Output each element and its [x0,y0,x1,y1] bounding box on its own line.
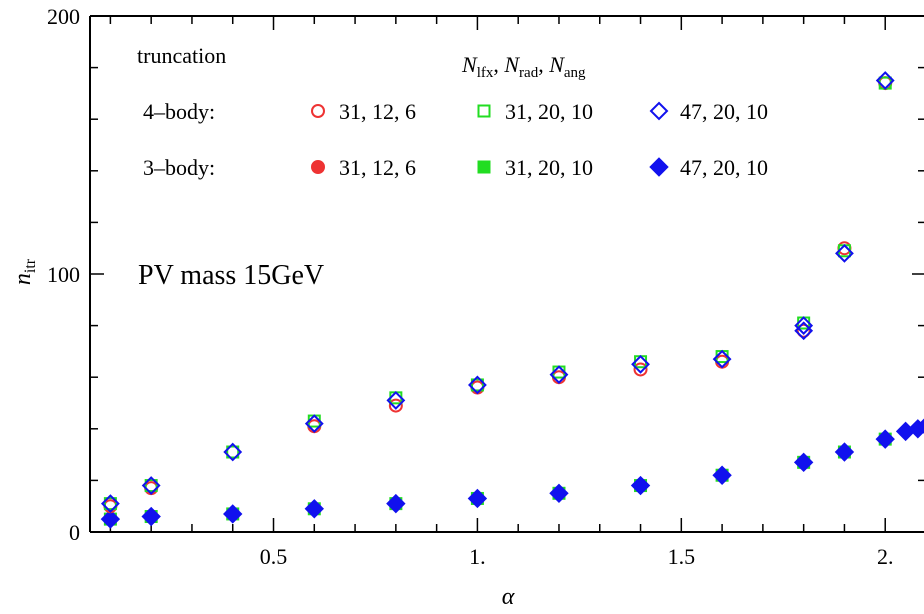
x-axis-label: α [502,584,515,610]
annotation: PV mass 15GeV [138,260,324,291]
legend-entry-3body-31-20-10: 31, 20, 10 [505,155,593,180]
data-point [103,497,117,511]
y-axis-label: nitr [10,258,39,285]
data-points [100,71,924,529]
data-point [141,506,161,527]
legend-row-label-4body: 4–body: [143,99,215,124]
series-diamond-filled [100,418,924,529]
data-point [467,488,488,509]
data-point [304,414,324,434]
legend-entry-4body-47-20-10: 47, 20, 10 [680,99,768,124]
param-symbol: N [548,52,565,77]
data-point [875,71,895,90]
param-subscript: lfx [477,65,494,81]
param-symbol: N [503,52,520,77]
series-circle-filled [103,432,893,527]
legend-marker [649,157,669,177]
x-tick-label: 1. [469,544,486,569]
legend-marker [477,104,491,118]
series-circle-open [103,76,893,514]
axis-ticks: 0.5 1. 1.5 2. 0 100 200 [47,4,924,569]
data-point [386,493,406,514]
x-tick-label: 1.5 [668,544,696,569]
series-diamond-open [100,71,895,514]
legend-entry-4body-31-20-10: 31, 20, 10 [505,99,593,124]
data-point [223,504,243,524]
legend-markers [311,101,669,177]
y-axis-label-sub: itr [22,258,39,273]
data-point [100,494,120,514]
data-point [630,475,651,496]
data-point [470,378,484,392]
data-point [916,418,924,434]
data-point [549,365,569,385]
param-subscript: rad [519,65,539,81]
y-axis-label-main: n [10,273,36,285]
x-tick-label: 2. [877,544,894,569]
data-point [468,375,487,395]
series-square-filled [103,432,892,526]
param-separator: , [538,52,549,77]
data-point [223,442,243,462]
data-point [633,362,648,377]
legend-entry-4body-31-12-6: 31, 12, 6 [339,99,416,124]
legend-marker [477,160,491,174]
data-point [100,509,121,529]
data-point [835,243,854,263]
y-tick-label: 0 [69,520,80,545]
data-point [875,429,895,449]
data-point [794,316,814,336]
legend: truncation Nlfx, Nrad, Nang 4–body: 3–bo… [137,43,768,180]
data-point [796,323,811,338]
data-point [712,349,732,369]
legend-entry-3body-31-12-6: 31, 12, 6 [339,155,416,180]
legend-marker [311,104,325,118]
data-point [712,465,732,485]
data-point [144,479,158,493]
annotation-text: PV mass 15GeV [138,260,324,291]
data-point [793,452,814,473]
legend-parameter-header: Nlfx, Nrad, Nang [461,52,586,81]
x-tick-label: 0.5 [260,544,288,569]
legend-entry-3body-47-20-10: 47, 20, 10 [680,155,768,180]
axis-labels: α nitr [10,258,515,610]
legend-truncation-header: truncation [137,43,226,68]
param-symbol: N [461,52,478,77]
param-separator: , [493,52,504,77]
legend-marker [649,101,669,121]
y-tick-label: 100 [47,262,80,287]
y-tick-label: 200 [47,4,80,29]
data-point [834,442,855,462]
data-point [549,483,569,504]
data-point [226,445,240,459]
data-point [631,354,650,374]
series-square-open [103,76,892,511]
data-point [304,499,324,519]
legend-marker [311,160,325,174]
data-point [141,476,161,495]
data-point [388,398,403,413]
data-point [386,391,406,410]
param-subscript: ang [564,65,586,81]
legend-row-label-3body: 3–body: [143,155,215,180]
